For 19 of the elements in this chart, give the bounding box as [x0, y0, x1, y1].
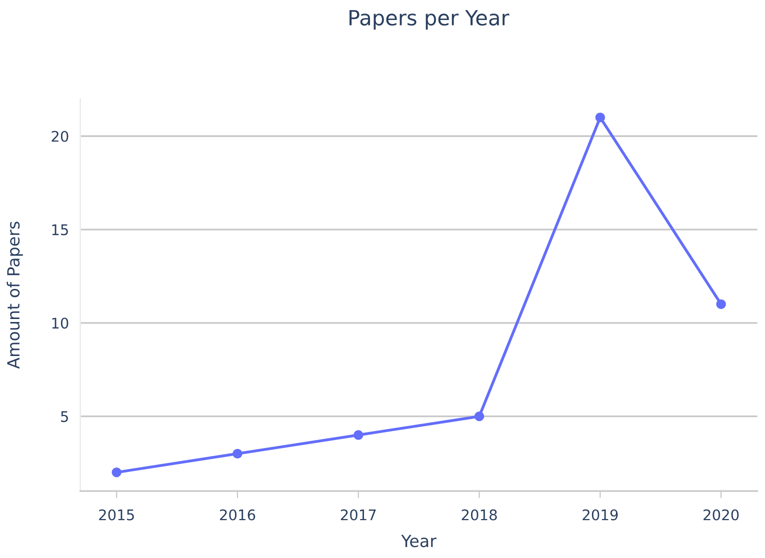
y-axis-title: Amount of Papers — [6, 222, 23, 369]
x-tick-label: 2015 — [99, 509, 134, 520]
point — [595, 112, 606, 122]
y-tick-label: 15 — [52, 224, 68, 236]
y-tick-label: 20 — [52, 130, 68, 142]
x-axis-title: Year — [401, 534, 436, 548]
x-tick-label: 2018 — [462, 509, 497, 520]
point — [354, 430, 364, 440]
y-tick-label: 10 — [52, 318, 68, 329]
x-tick-label: 2019 — [582, 509, 618, 520]
point — [232, 448, 242, 459]
y-tick-label: 5 — [61, 411, 68, 422]
x-tick-label: 2020 — [704, 509, 739, 520]
point — [474, 411, 484, 422]
chart-title: Papers per Year — [350, 10, 510, 30]
x-tick-label: 2017 — [340, 509, 376, 520]
x-tick-label: 2016 — [220, 509, 256, 520]
point — [716, 299, 726, 310]
point — [112, 468, 122, 478]
